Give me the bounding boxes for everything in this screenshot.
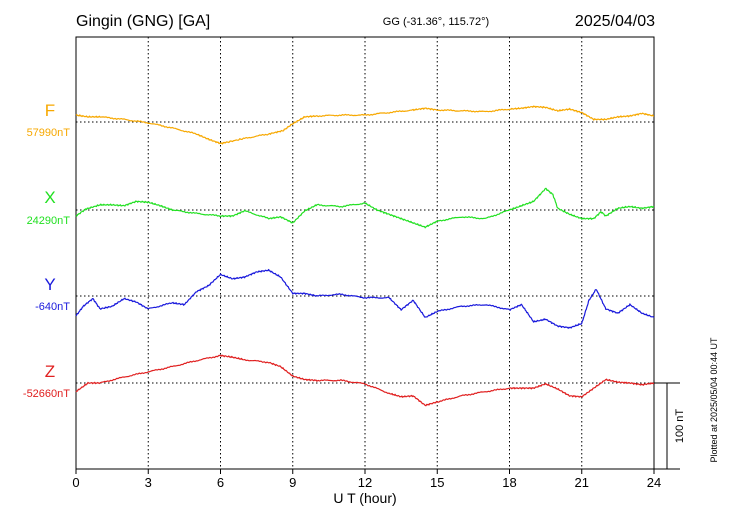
x-tick-label: 3: [145, 475, 152, 490]
grid: [76, 37, 654, 469]
series-group: [75, 105, 655, 407]
x-tick-label: 21: [575, 475, 589, 490]
series-line-f: [75, 105, 654, 145]
date-label: 2025/04/03: [575, 13, 655, 30]
x-tick-label: 15: [430, 475, 444, 490]
plotted-timestamp: Plotted at 2025/05/04 00:44 UT: [709, 337, 719, 463]
series-name-f: F: [45, 101, 55, 120]
x-tick-label: 12: [358, 475, 372, 490]
series-name-x: X: [44, 188, 55, 207]
series-line-x: [75, 187, 654, 229]
station-title: Gingin (GNG) [GA]: [76, 13, 210, 30]
series-baseline-x: 24290nT: [27, 215, 71, 227]
x-tick-label: 9: [289, 475, 296, 490]
x-axis-label: U T (hour): [333, 490, 396, 506]
coordinates-label: GG (-31.36°, 115.72°): [383, 16, 489, 28]
series-name-y: Y: [44, 275, 55, 294]
scale-label: 100 nT: [674, 409, 686, 444]
series-line-z: [75, 354, 655, 407]
x-tick-label: 0: [72, 475, 79, 490]
series-baseline-f: 57990nT: [27, 127, 71, 139]
series-line-y: [75, 268, 655, 329]
x-tick-label: 24: [647, 475, 661, 490]
series-name-z: Z: [45, 362, 55, 381]
x-axis: 0 3 6 9 12 15 18 21 24: [72, 469, 661, 490]
x-tick-label: 18: [502, 475, 516, 490]
series-labels: F 57990nT X 24290nT Y -640nT Z -52660nT: [23, 101, 70, 400]
x-tick-label: 6: [217, 475, 224, 490]
series-baseline-z: -52660nT: [23, 388, 70, 400]
series-baseline-y: -640nT: [35, 301, 70, 313]
scale-bar: 100 nT: [654, 382, 686, 470]
